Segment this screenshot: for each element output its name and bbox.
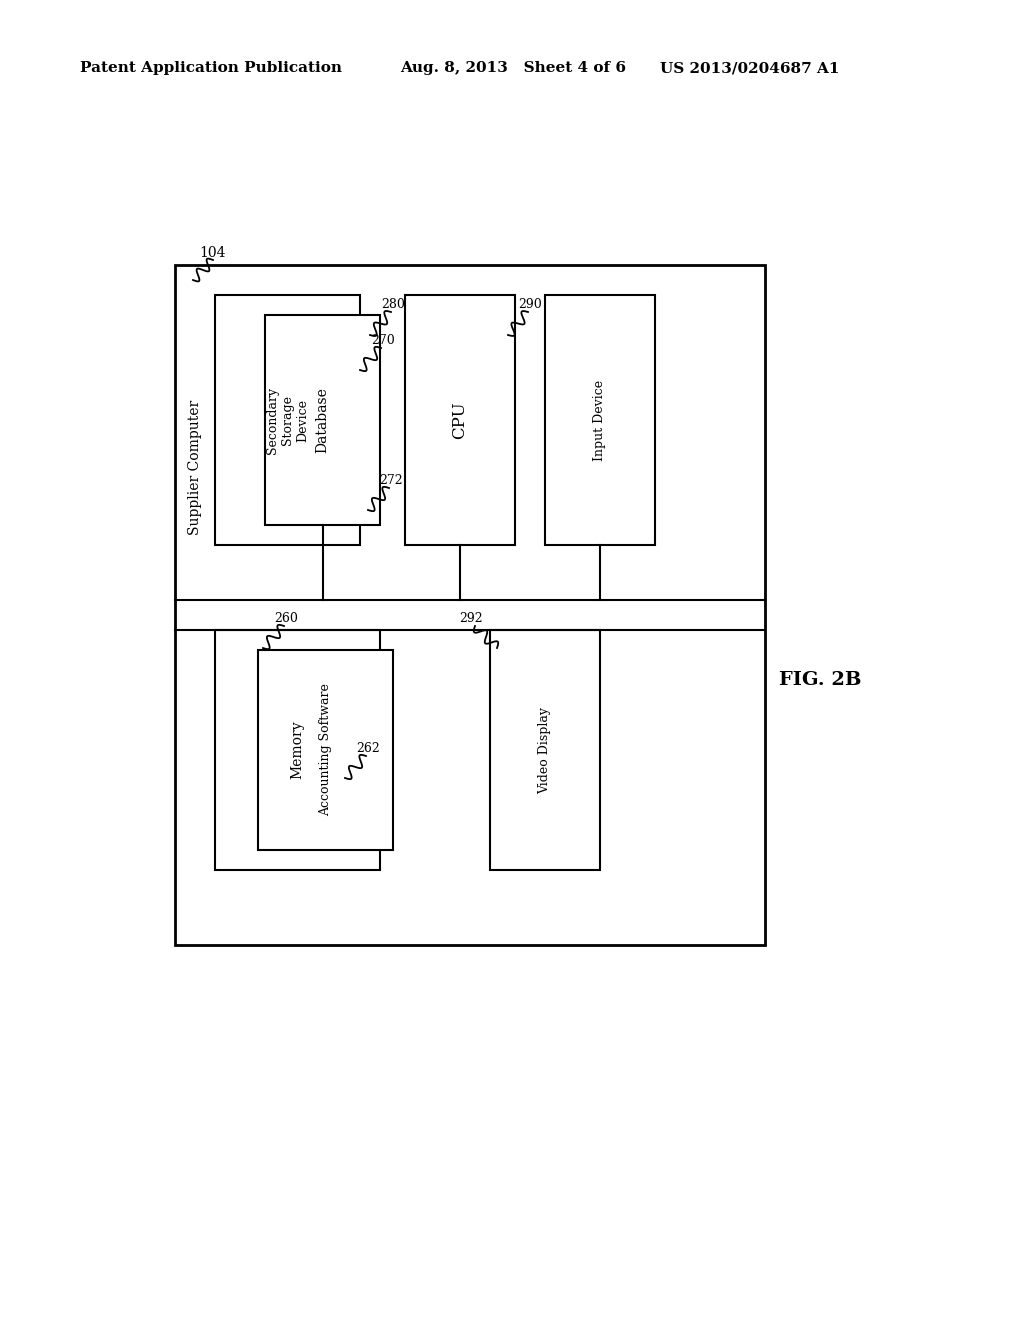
Bar [406,294,515,545]
Text: Patent Application Publication: Patent Application Publication [80,61,342,75]
Text: US 2013/0204687 A1: US 2013/0204687 A1 [660,61,840,75]
Text: 292: 292 [459,611,482,624]
Text: CPU: CPU [452,401,469,438]
Bar [490,630,600,870]
Bar [265,315,380,525]
Text: Accounting Software: Accounting Software [319,684,332,817]
Text: Database: Database [315,387,330,453]
Bar [258,649,393,850]
Text: Video Display: Video Display [539,706,552,793]
Text: 260: 260 [274,611,298,624]
Bar [175,265,765,945]
Text: Secondary
Storage
Device: Secondary Storage Device [266,387,309,454]
Bar [215,294,360,545]
Text: 262: 262 [356,742,380,755]
Text: 290: 290 [518,297,542,310]
Text: Aug. 8, 2013   Sheet 4 of 6: Aug. 8, 2013 Sheet 4 of 6 [400,61,626,75]
Text: 270: 270 [371,334,395,346]
Text: 272: 272 [379,474,402,487]
Text: FIG. 2B: FIG. 2B [778,671,861,689]
Text: 280: 280 [381,297,404,310]
Text: 104: 104 [200,246,226,260]
Text: Memory: Memory [291,721,304,779]
Bar [545,294,655,545]
Bar [215,630,380,870]
Text: Supplier Computer: Supplier Computer [188,400,202,535]
Text: Input Device: Input Device [594,379,606,461]
